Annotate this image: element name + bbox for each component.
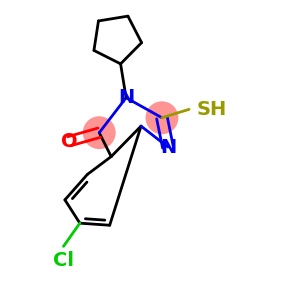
Text: N: N — [160, 137, 176, 157]
Circle shape — [146, 101, 178, 134]
Circle shape — [83, 116, 116, 149]
Text: Cl: Cl — [53, 251, 74, 270]
Text: N: N — [118, 88, 134, 107]
Text: O: O — [61, 132, 77, 151]
Text: SH: SH — [196, 100, 227, 119]
